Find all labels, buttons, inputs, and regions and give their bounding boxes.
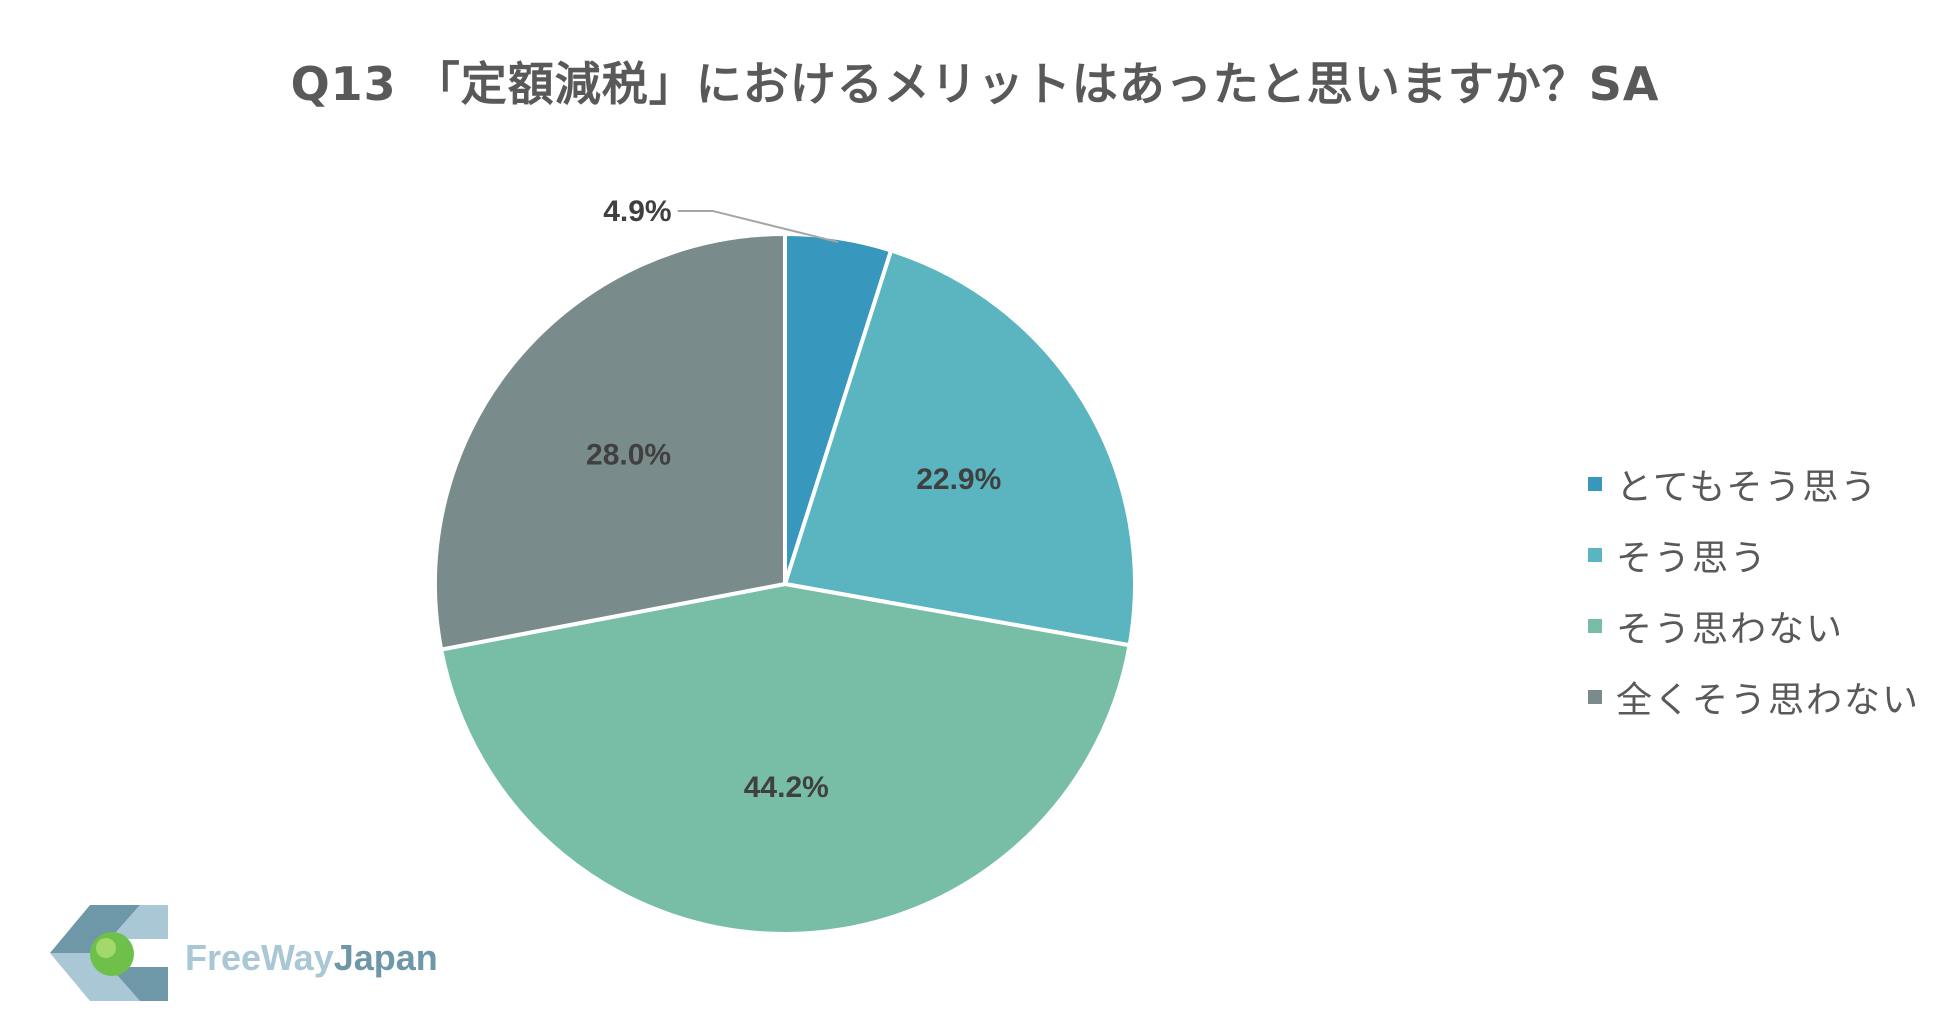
logo-text-japan: Japan bbox=[333, 937, 438, 978]
legend-label: とてもそう思う bbox=[1616, 466, 1879, 508]
logo-wordmark: FreeWayJapan bbox=[185, 937, 438, 979]
data-label: 4.9% bbox=[603, 195, 671, 228]
logo-text-freeway: FreeWay bbox=[185, 937, 334, 978]
legend-label: そう思わない bbox=[1616, 608, 1845, 650]
chart-legend: とてもそう思う そう思う そう思わない 全くそう思わない bbox=[1588, 448, 1920, 732]
chart-title: Q13 「定額減税」におけるメリットはあったと思いますか？SA bbox=[290, 57, 1660, 111]
freewayjapan-logo-icon bbox=[50, 905, 168, 1001]
pie-slice-disagree bbox=[439, 582, 1132, 936]
pie-slice-agree bbox=[783, 248, 1138, 648]
legend-label: そう思う bbox=[1616, 537, 1769, 579]
legend-item: そう思わない bbox=[1588, 590, 1920, 661]
legend-swatch bbox=[1588, 618, 1602, 633]
legend-item: そう思う bbox=[1588, 519, 1920, 590]
data-label: 22.9% bbox=[916, 463, 1001, 496]
legend-item: とてもそう思う bbox=[1588, 448, 1920, 519]
legend-swatch bbox=[1588, 547, 1602, 562]
legend-item: 全くそう思わない bbox=[1588, 661, 1920, 732]
brand-logo: FreeWayJapan bbox=[50, 903, 490, 1003]
legend-swatch bbox=[1588, 476, 1602, 491]
pie-slice-strongly-disagree bbox=[433, 232, 787, 652]
legend-swatch bbox=[1588, 689, 1602, 704]
legend-label: 全くそう思わない bbox=[1616, 679, 1921, 721]
data-label: 28.0% bbox=[586, 439, 671, 472]
data-label: 44.2% bbox=[744, 771, 829, 804]
leader-line bbox=[677, 209, 839, 244]
